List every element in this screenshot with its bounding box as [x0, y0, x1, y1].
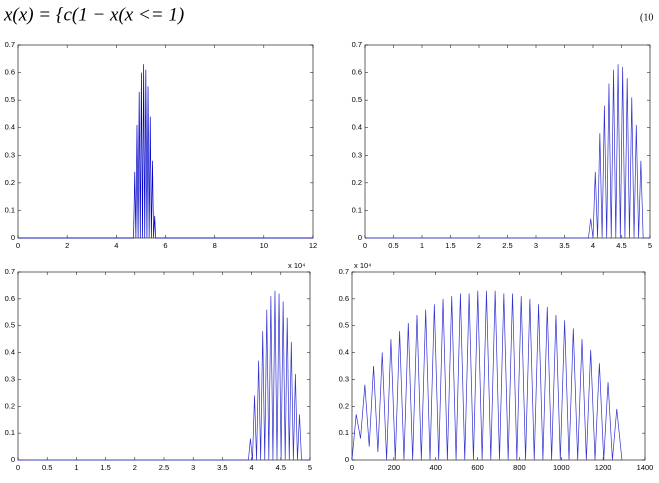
y-tick-label: 0.7 [5, 267, 15, 276]
y-tick-label: 0.6 [352, 68, 362, 77]
x-tick-label: 1200 [595, 463, 612, 472]
data-line [365, 64, 650, 239]
x-tick-label: 0 [363, 241, 367, 250]
x-tick-label: 1400 [637, 463, 654, 472]
x-tick-label: 200 [388, 463, 401, 472]
x-tick-label: 400 [429, 463, 442, 472]
x-tick-label: 800 [513, 463, 526, 472]
x-tick-label: 2.5 [502, 241, 512, 250]
axes-box [17, 44, 314, 239]
x-tick-label: 5 [308, 463, 312, 472]
x-tick-label: 0 [16, 241, 20, 250]
x-tick-label: 2.5 [159, 463, 169, 472]
y-tick-label: 0 [358, 233, 362, 242]
x-tick-label: 1.5 [445, 241, 455, 250]
y-tick-label: 0.2 [5, 401, 15, 410]
y-tick-label: 0.5 [339, 321, 349, 330]
y-tick-label: 0.5 [352, 95, 362, 104]
y-tick-label: 0.7 [339, 267, 349, 276]
y-tick-label: 0.4 [5, 348, 15, 357]
x-tick-label: 4 [114, 241, 118, 250]
x-tick-label: 600 [471, 463, 484, 472]
axis-multiplier: x 10⁴ [288, 261, 305, 270]
equation-number: (10 [640, 12, 653, 23]
x-tick-label: 2 [65, 241, 69, 250]
x-tick-label: 4.5 [276, 463, 286, 472]
y-tick-label: 0.4 [352, 123, 362, 132]
x-tick-label: 2 [133, 463, 137, 472]
x-tick-label: 12 [309, 241, 317, 250]
equation: x(x) = {c(1 − x(x <= 1) [3, 4, 184, 25]
y-tick-label: 0.1 [352, 205, 362, 214]
x-tick-label: 10 [260, 241, 268, 250]
x-tick-label: 1 [74, 463, 78, 472]
y-tick-label: 0.2 [339, 401, 349, 410]
y-tick-label: 0.1 [5, 428, 15, 437]
axis-multiplier: x 10⁴ [354, 261, 371, 270]
y-tick-label: 0 [345, 455, 349, 464]
y-tick-label: 0.3 [352, 150, 362, 159]
x-tick-label: 3.5 [559, 241, 569, 250]
y-tick-label: 0.2 [5, 178, 15, 187]
x-tick-label: 4.5 [616, 241, 626, 250]
x-tick-label: 0.5 [42, 463, 52, 472]
y-tick-label: 0 [11, 455, 15, 464]
y-tick-label: 0.3 [5, 374, 15, 383]
x-tick-label: 3 [191, 463, 195, 472]
x-tick-label: 2 [477, 241, 481, 250]
y-tick-label: 0.4 [5, 123, 15, 132]
x-tick-label: 0 [16, 463, 20, 472]
x-tick-label: 0 [350, 463, 354, 472]
y-tick-label: 0.7 [352, 40, 362, 49]
x-tick-label: 3 [534, 241, 538, 250]
data-line [18, 64, 313, 239]
x-tick-label: 1 [420, 241, 424, 250]
data-line [18, 290, 310, 461]
y-tick-label: 0.4 [339, 348, 349, 357]
data-line [351, 290, 623, 461]
y-tick-label: 0.6 [339, 294, 349, 303]
x-tick-label: 6 [163, 241, 167, 250]
y-tick-label: 0.1 [5, 205, 15, 214]
y-tick-label: 0 [11, 233, 15, 242]
x-tick-label: 4 [591, 241, 595, 250]
y-tick-label: 0.3 [5, 150, 15, 159]
y-tick-label: 0.6 [5, 294, 15, 303]
y-tick-label: 0.5 [5, 321, 15, 330]
x-tick-label: 8 [213, 241, 217, 250]
y-tick-label: 0.5 [5, 95, 15, 104]
x-tick-label: 4 [250, 463, 254, 472]
x-tick-label: 5 [648, 241, 652, 250]
x-tick-label: 1.5 [100, 463, 110, 472]
y-tick-label: 0.6 [5, 68, 15, 77]
x-tick-label: 0.5 [388, 241, 398, 250]
y-tick-label: 0.3 [339, 374, 349, 383]
x-tick-label: 3.5 [217, 463, 227, 472]
y-tick-label: 0.1 [339, 428, 349, 437]
x-tick-label: 1000 [553, 463, 570, 472]
y-tick-label: 0.7 [5, 40, 15, 49]
y-tick-label: 0.2 [352, 178, 362, 187]
